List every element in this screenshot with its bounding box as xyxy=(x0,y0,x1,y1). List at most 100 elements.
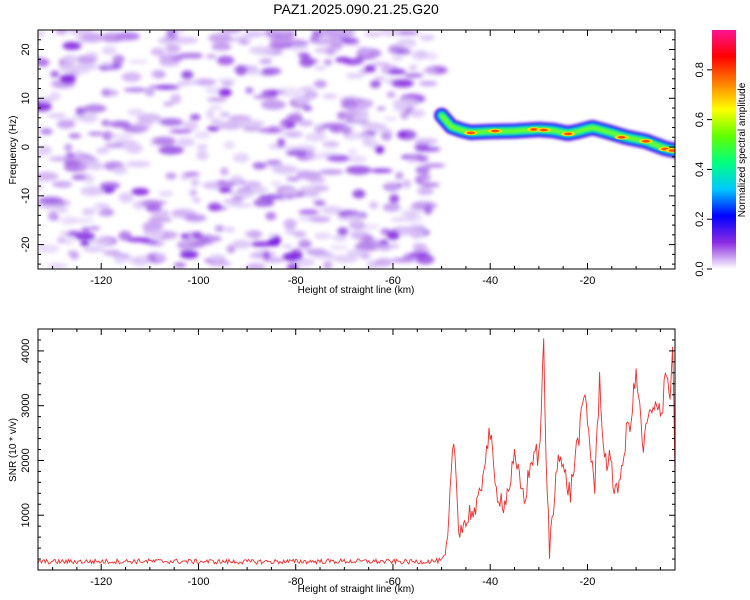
noise-blob xyxy=(209,104,223,111)
snr-y-label: SNR (10 * v/v) xyxy=(8,418,19,482)
noise-blob xyxy=(349,230,370,239)
noise-blob xyxy=(38,244,60,254)
noise-blob xyxy=(62,235,75,246)
track-hotspot-core xyxy=(617,135,626,139)
noise-blob xyxy=(112,54,125,65)
noise-blob xyxy=(75,231,96,241)
noise-blob xyxy=(89,226,101,231)
noise-blob xyxy=(194,131,211,139)
snr-series-line xyxy=(38,338,675,566)
y-tick-label: -20 xyxy=(20,237,32,253)
y-tick-label: 1000 xyxy=(20,503,32,527)
noise-blob xyxy=(173,262,186,268)
noise-blob xyxy=(283,38,306,44)
noise-blob xyxy=(121,72,142,82)
noise-blob xyxy=(261,99,286,110)
noise-blob xyxy=(182,120,199,131)
y-tick-label: 20 xyxy=(20,43,32,55)
snr-x-label: Height of straight line (km) xyxy=(298,584,415,595)
noise-blob xyxy=(391,55,404,61)
noise-blob xyxy=(148,85,172,90)
noise-blob xyxy=(87,131,105,136)
noise-blob xyxy=(246,70,264,76)
noise-blob xyxy=(395,171,404,180)
noise-blob xyxy=(277,138,286,148)
noise-blob xyxy=(123,87,148,93)
noise-blob xyxy=(281,244,293,249)
noise-blob xyxy=(118,192,134,203)
noise-blob xyxy=(370,127,394,134)
noise-blob xyxy=(49,216,61,221)
noise-blob xyxy=(75,55,98,64)
noise-blob xyxy=(283,218,297,229)
noise-blob xyxy=(131,255,150,267)
noise-blob xyxy=(352,189,366,199)
noise-blob xyxy=(246,262,266,269)
noise-blob xyxy=(173,36,199,44)
noise-blob xyxy=(179,250,199,259)
noise-blob xyxy=(265,160,282,165)
noise-blob xyxy=(38,171,59,181)
noise-blob xyxy=(221,80,234,87)
x-tick-label: -20 xyxy=(580,576,596,588)
noise-blob xyxy=(357,134,375,140)
noise-blob xyxy=(48,156,74,162)
track-hotspot-core xyxy=(668,149,675,152)
noise-blob xyxy=(363,32,383,37)
colorbar-gradient xyxy=(712,30,736,269)
noise-blob xyxy=(189,113,201,121)
noise-blob xyxy=(346,103,368,114)
noise-blob xyxy=(244,30,266,38)
noise-blob xyxy=(220,167,229,176)
noise-blob xyxy=(305,150,316,158)
noise-blob xyxy=(102,131,114,141)
y-tick-label: 3000 xyxy=(20,393,32,417)
noise-blob xyxy=(412,243,428,252)
colorbar-tick-label: 0.2 xyxy=(694,212,706,227)
noise-blob xyxy=(49,91,61,102)
noise-field xyxy=(38,30,448,269)
noise-blob xyxy=(196,150,209,161)
noise-blob xyxy=(181,70,194,80)
noise-blob xyxy=(322,261,333,269)
x-tick-label: -40 xyxy=(482,576,498,588)
noise-blob xyxy=(288,45,309,52)
x-tick-label: -60 xyxy=(385,576,401,588)
track-hotspot-core xyxy=(564,132,573,136)
noise-blob xyxy=(59,74,76,85)
noise-blob xyxy=(192,197,201,203)
noise-blob xyxy=(360,111,370,119)
noise-blob xyxy=(314,65,327,71)
x-tick-label: -20 xyxy=(580,275,596,287)
noise-blob xyxy=(249,186,268,194)
noise-blob xyxy=(208,33,232,43)
noise-blob xyxy=(206,125,220,132)
noise-blob xyxy=(346,249,366,257)
noise-blob xyxy=(411,201,437,211)
colorbar: 0.0 0.2 0.4 0.6 0.8 Normalized spectral ampl… xyxy=(694,30,748,277)
noise-blob xyxy=(38,182,43,193)
noise-blob xyxy=(347,148,358,155)
noise-blob xyxy=(382,202,401,212)
noise-blob xyxy=(165,172,177,180)
noise-blob xyxy=(223,141,235,149)
y-tick-label: 4000 xyxy=(20,339,32,363)
noise-blob xyxy=(357,47,371,56)
noise-blob xyxy=(253,198,269,207)
noise-blob xyxy=(335,56,351,63)
noise-blob xyxy=(309,216,331,223)
noise-blob xyxy=(155,253,166,261)
noise-blob xyxy=(46,263,69,268)
spectrogram-y-label: Frequency (Hz) xyxy=(8,116,19,185)
noise-blob xyxy=(207,202,222,212)
noise-blob xyxy=(206,97,227,102)
noise-blob xyxy=(258,194,283,200)
x-tick-label: -60 xyxy=(385,275,401,287)
noise-blob xyxy=(302,105,313,112)
noise-blob xyxy=(416,155,429,163)
noise-blob xyxy=(60,216,77,226)
noise-blob xyxy=(418,80,438,87)
noise-blob xyxy=(101,61,113,67)
